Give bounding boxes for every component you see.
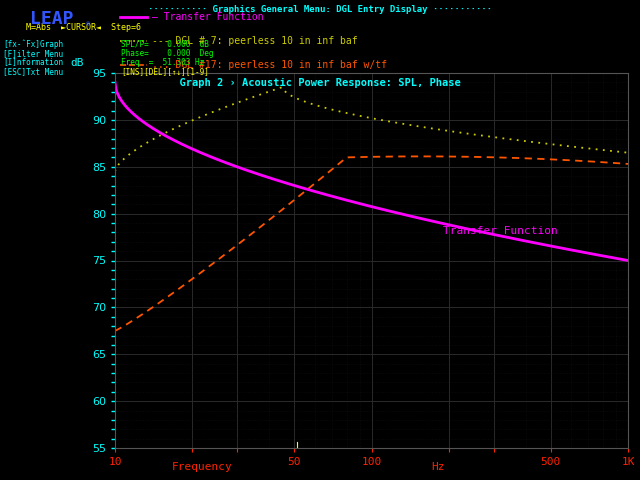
Text: Graph 2 › Acoustic Power Response: SPL, Phase: Graph 2 › Acoustic Power Response: SPL, … [167,78,473,88]
Text: [INS][DEL][↑↓][1-9]: [INS][DEL][↑↓][1-9] [121,67,209,76]
Text: M=Abs  ►CURSOR◄  Step=6: M=Abs ►CURSOR◄ Step=6 [26,23,141,32]
Text: Frequency: Frequency [172,462,232,471]
Text: Phase=    0.000  Deg: Phase= 0.000 Deg [121,49,214,58]
Text: ®: ® [86,21,91,27]
Text: Transfer Function: Transfer Function [443,226,557,236]
Text: [I]nformation: [I]nformation [3,58,63,67]
Text: LEAP: LEAP [30,10,74,27]
Text: [F]ilter Menu: [F]ilter Menu [3,49,63,58]
Text: ... DGL #17: peerless 10 in inf baf w/tf: ... DGL #17: peerless 10 in inf baf w/tf [152,60,387,70]
Text: Freq  =  51.303 Hz: Freq = 51.303 Hz [121,58,204,67]
Text: --- DGL # 7: peerless 10 in inf baf: --- DGL # 7: peerless 10 in inf baf [152,36,357,46]
Text: [ESC]Txt Menu: [ESC]Txt Menu [3,67,63,76]
Text: Hz: Hz [431,462,445,471]
Text: ··········· Graphics General Menu: DGL Entry Display ···········: ··········· Graphics General Menu: DGL E… [148,4,492,13]
Text: [fx-ˆFx]Graph: [fx-ˆFx]Graph [3,39,63,48]
Text: SPL/P=    0.000  dB: SPL/P= 0.000 dB [121,39,209,48]
Text: — Transfer Function: — Transfer Function [152,12,264,22]
Text: dB: dB [70,58,84,68]
